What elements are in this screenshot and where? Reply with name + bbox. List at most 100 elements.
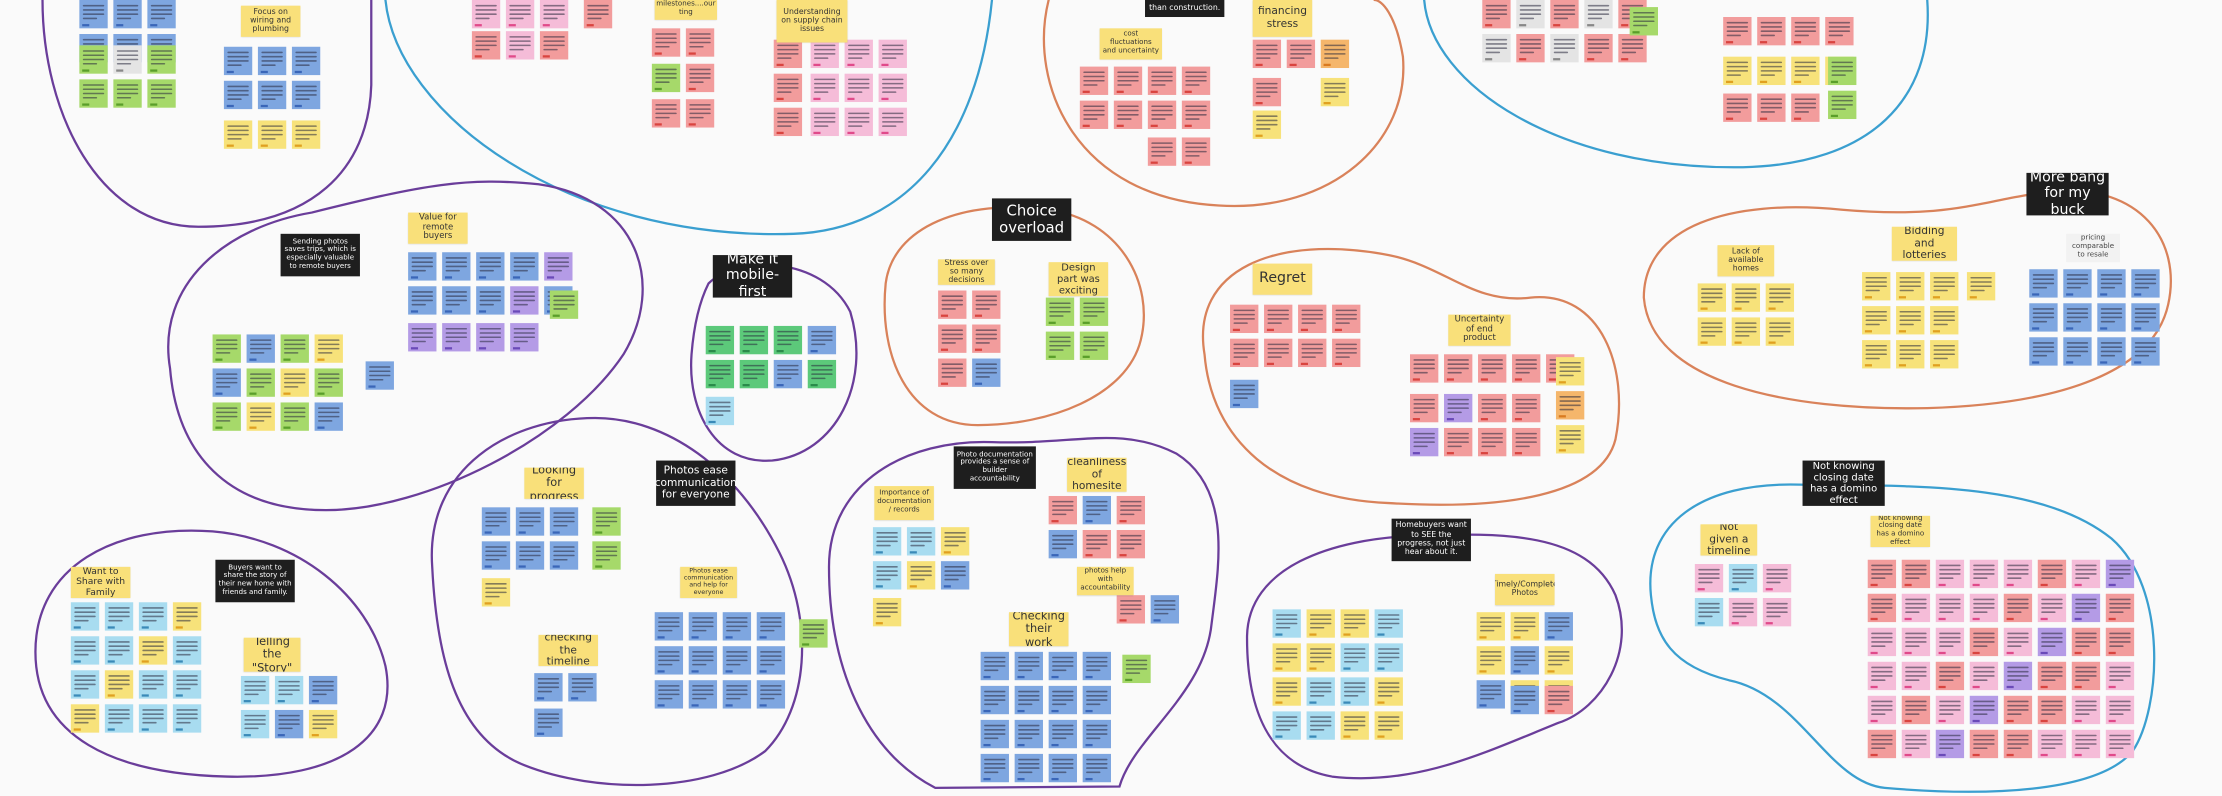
note-author-tag xyxy=(2032,361,2040,364)
note-author-tag xyxy=(1412,418,1420,421)
note-author-tag xyxy=(474,24,482,27)
note-author-tag xyxy=(141,728,149,731)
note-author-tag xyxy=(1898,364,1906,367)
note-author-tag xyxy=(1519,58,1527,61)
note-author-tag xyxy=(150,24,158,27)
note-author-tag xyxy=(1972,583,1980,587)
note-author-tag xyxy=(776,63,784,67)
header-note: Lack of available homes xyxy=(1717,245,1775,277)
note-author-tag xyxy=(1765,588,1773,591)
note-author-tag xyxy=(116,24,124,27)
note-author-tag xyxy=(1446,452,1454,455)
note-author-tag xyxy=(1765,622,1773,625)
note-author-tag xyxy=(1548,378,1556,381)
note-author-tag xyxy=(260,70,268,74)
note-author-tag xyxy=(1184,90,1192,93)
note-author-tag xyxy=(1904,583,1912,587)
note-author-tag xyxy=(1116,90,1124,93)
note-author-tag xyxy=(552,314,560,317)
note-author-tag xyxy=(1697,622,1705,625)
note-author-tag xyxy=(1480,452,1488,455)
note-author-tag xyxy=(2108,719,2116,723)
note-author-tag xyxy=(1125,678,1133,682)
note-author-tag xyxy=(776,384,784,387)
note-author-tag xyxy=(688,123,696,126)
note-author-tag xyxy=(73,694,81,697)
cluster-outline xyxy=(1423,0,1929,169)
note-author-tag xyxy=(1119,619,1127,622)
note-author-tag xyxy=(508,55,516,58)
note-author-tag xyxy=(776,131,784,135)
note-author-tag xyxy=(776,350,784,353)
note-author-tag xyxy=(294,70,302,74)
note-author-tag xyxy=(1969,296,1977,299)
note-author-tag xyxy=(810,384,818,387)
note-author-tag xyxy=(1377,633,1385,636)
header-note: Focus on wiring and plumbing xyxy=(240,5,301,37)
note-author-tag xyxy=(688,87,696,91)
note-author-tag xyxy=(1232,362,1240,366)
note-author-tag xyxy=(654,87,662,91)
note-author-tag xyxy=(1300,328,1308,332)
note-author-tag xyxy=(512,310,521,313)
note-author-tag xyxy=(1932,364,1940,367)
note-author-tag xyxy=(1082,90,1090,93)
note-author-tag xyxy=(1334,362,1342,366)
note-author-tag xyxy=(1119,520,1127,523)
note-author-tag xyxy=(1300,362,1308,366)
note-author-tag xyxy=(1972,685,1980,689)
note-author-tag xyxy=(909,585,917,588)
note-author-tag xyxy=(1726,117,1734,120)
note-author-tag xyxy=(512,347,521,350)
cluster-title: Photo documentation provides a sense of … xyxy=(953,446,1036,489)
note-author-tag xyxy=(1731,622,1739,625)
note-author-tag xyxy=(1048,321,1056,324)
note-author-tag xyxy=(974,314,983,317)
note-author-tag xyxy=(2040,719,2048,723)
note-author-tag xyxy=(1377,701,1385,704)
note-author-tag xyxy=(1700,307,1708,310)
note-author-tag xyxy=(708,350,716,353)
note-author-tag xyxy=(657,670,665,673)
note-author-tag xyxy=(1621,58,1629,61)
note-author-tag xyxy=(1446,418,1454,421)
note-author-tag xyxy=(1830,80,1838,84)
note-author-tag xyxy=(2074,685,2082,689)
cluster-outline xyxy=(1649,483,2156,793)
note-author-tag xyxy=(847,97,855,101)
note-author-tag xyxy=(1377,735,1385,738)
cluster-outline xyxy=(167,180,644,512)
note-author-tag xyxy=(974,382,983,385)
note-author-tag xyxy=(2134,293,2142,296)
note-author-tag xyxy=(1972,651,1980,655)
note-author-tag xyxy=(484,531,492,534)
note-author-tag xyxy=(1255,134,1263,137)
note-author-tag xyxy=(1547,636,1555,639)
cluster-outline xyxy=(34,529,389,778)
note-author-tag xyxy=(444,276,453,279)
note-author-tag xyxy=(776,97,784,101)
note-author-tag xyxy=(368,385,376,388)
note-author-tag xyxy=(1485,58,1493,61)
note-author-tag xyxy=(1513,670,1521,673)
note-author-tag xyxy=(881,63,889,67)
note-author-tag xyxy=(175,694,183,697)
note-author-tag xyxy=(1794,41,1802,44)
note-author-tag xyxy=(1938,617,1946,621)
note-author-tag xyxy=(2040,753,2048,757)
note-author-tag xyxy=(1232,328,1240,332)
note-author-tag xyxy=(1514,452,1522,455)
note-author-tag xyxy=(1794,117,1802,120)
note-author-tag xyxy=(1116,124,1124,127)
note-author-tag xyxy=(508,24,516,27)
header-note: Regret xyxy=(1252,263,1313,295)
note-author-tag xyxy=(150,103,158,106)
note-author-tag xyxy=(260,104,268,108)
note-author-tag xyxy=(1553,24,1561,27)
note-author-tag xyxy=(1972,719,1980,723)
note-author-tag xyxy=(552,565,560,568)
note-author-tag xyxy=(518,531,526,534)
note-author-tag xyxy=(802,643,810,646)
cluster-outline xyxy=(384,0,994,236)
